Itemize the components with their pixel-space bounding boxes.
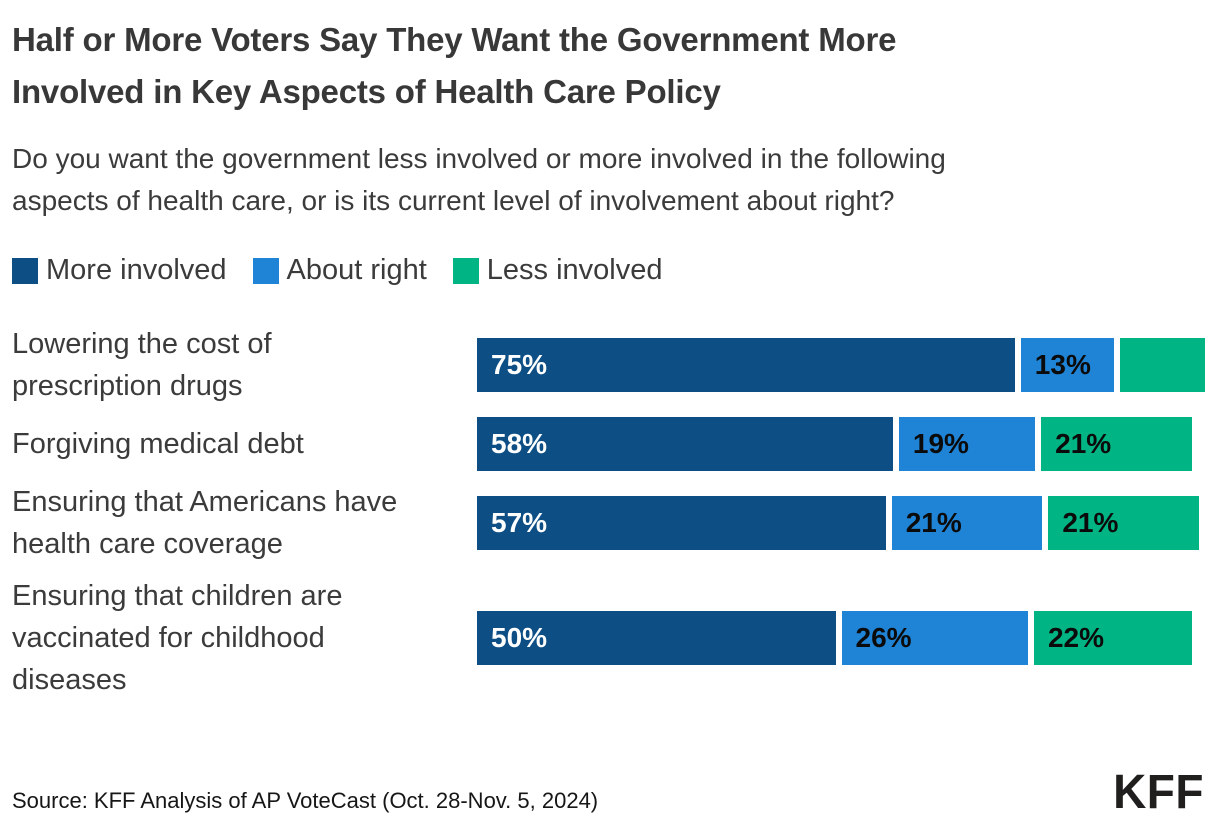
bars-area: Lowering the cost of prescription drugs … [12, 323, 1205, 701]
bar-value-label: 13% [1034, 349, 1091, 380]
legend-swatch-more-involved [12, 257, 38, 284]
bar-value-label: 21% [1055, 428, 1112, 459]
bar-segment-less-involved: 21% [1048, 496, 1199, 550]
bar-segment-more-involved: 50% [477, 611, 836, 665]
legend-item-about-right: About right [252, 254, 427, 287]
bar-row-medical-debt: Forgiving medical debt 58% 19% 21% [12, 417, 1205, 471]
kff-logo: KFF [1113, 763, 1204, 819]
bar-value-label: 75% [491, 349, 548, 380]
bar-value-label: 26% [855, 622, 912, 653]
bar-segment-about-right: 19% [898, 417, 1036, 471]
legend-label: More involved [46, 254, 227, 286]
bar-segment-more-involved: 58% [477, 417, 893, 471]
bar-segment-about-right: 21% [891, 496, 1043, 550]
bar-segment-less-involved [1120, 338, 1205, 392]
bar-segment-more-involved: 57% [477, 496, 886, 550]
chart-title: Half or More Voters Say They Want the Go… [12, 21, 897, 110]
bar-value-label: 22% [1047, 622, 1105, 653]
legend-label: Less involved [486, 254, 663, 286]
bar-segment-less-involved: 21% [1041, 417, 1192, 471]
bar-segment-less-involved: 22% [1033, 611, 1192, 665]
stacked-bar: 50% 26% 22% [477, 611, 1205, 665]
bar-value-label: 58% [491, 428, 548, 459]
legend-label: About right [286, 254, 427, 286]
bar-value-label: 21% [1062, 507, 1119, 538]
stacked-bar: 57% 21% 21% [477, 496, 1205, 550]
legend-item-more-involved: More involved [12, 254, 227, 287]
chart-subtitle: Do you want the government less involved… [12, 143, 946, 216]
category-label: Ensuring that Americans have health care… [12, 486, 398, 560]
bar-value-label: 21% [905, 507, 962, 538]
bar-value-label: 50% [491, 622, 548, 653]
bar-segment-about-right: 26% [841, 611, 1028, 665]
source-note: Source: KFF Analysis of AP VoteCast (Oct… [12, 788, 599, 813]
legend-swatch-less-involved [452, 257, 479, 284]
bar-value-label: 57% [491, 507, 548, 538]
legend-item-less-involved: Less involved [452, 254, 663, 287]
bar-segment-about-right: 13% [1020, 338, 1115, 392]
stacked-bar: 58% 19% 21% [477, 417, 1205, 471]
category-label: Lowering the cost of prescription drugs [12, 328, 272, 402]
bar-value-label: 19% [912, 428, 969, 459]
stacked-bar: 75% 13% [477, 338, 1205, 392]
category-label: Forgiving medical debt [12, 428, 304, 460]
bar-row-health-coverage: Ensuring that Americans have health care… [12, 481, 1205, 565]
bar-row-child-vaccination: Ensuring that children are vaccinated fo… [12, 575, 1205, 701]
legend-swatch-about-right [252, 257, 279, 284]
category-label: Ensuring that children are vaccinated fo… [12, 580, 343, 696]
legend: More involved About right Less involved [12, 254, 1205, 287]
bar-segment-more-involved: 75% [477, 338, 1015, 392]
bar-row-prescription-drugs: Lowering the cost of prescription drugs … [12, 323, 1205, 407]
